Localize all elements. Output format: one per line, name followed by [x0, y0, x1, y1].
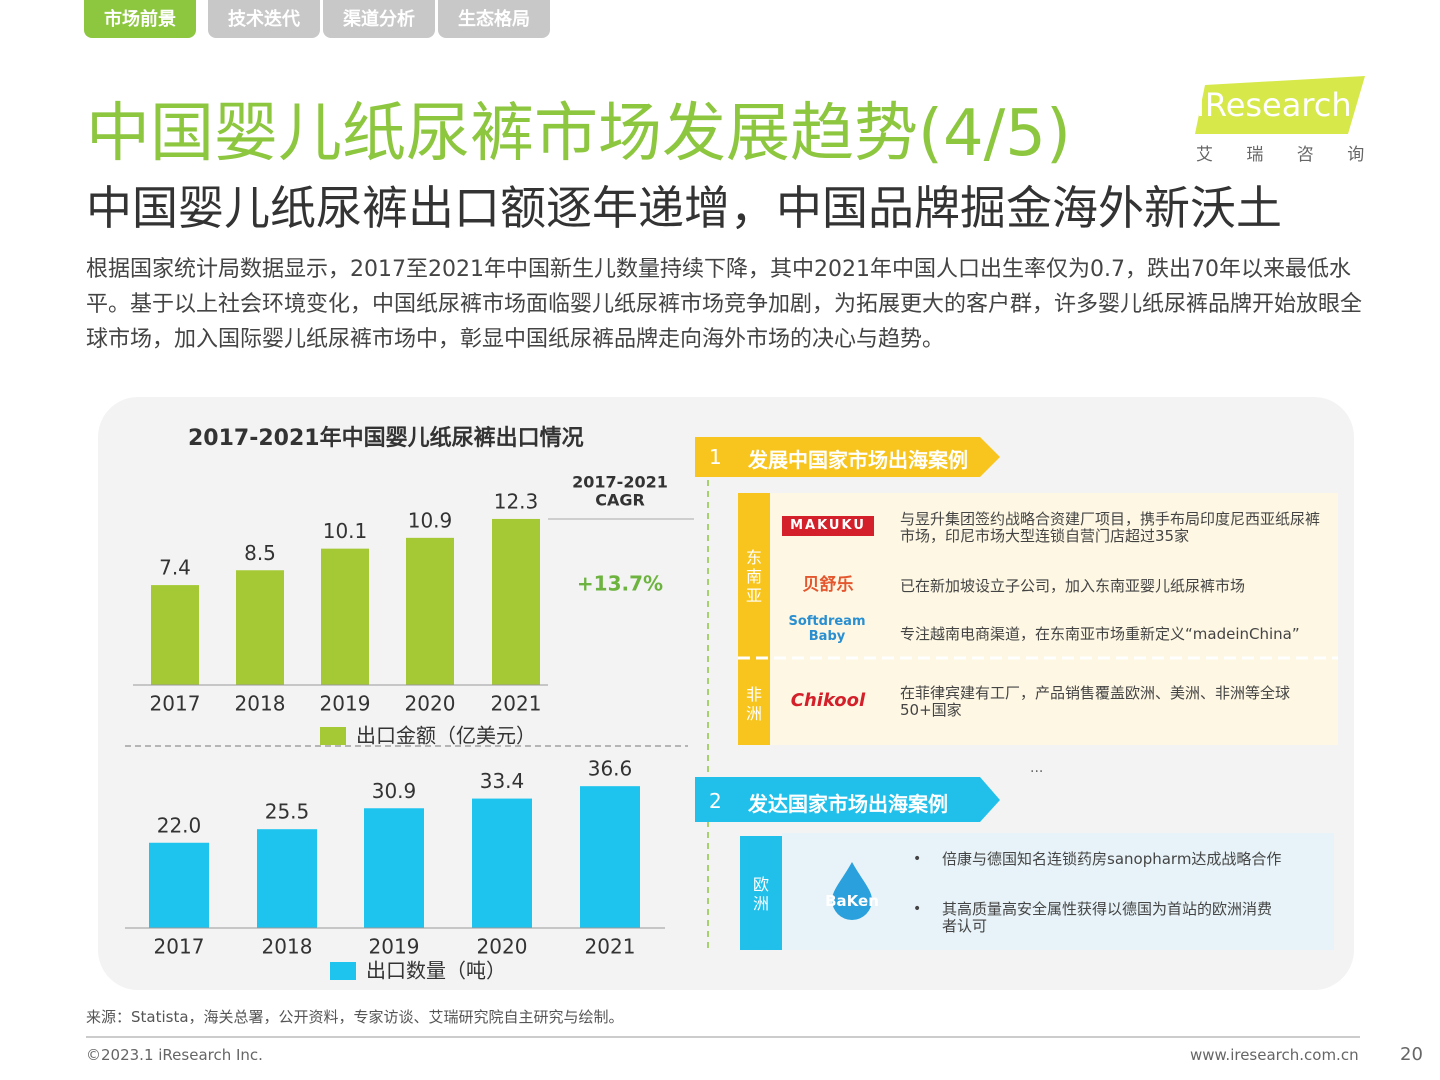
tab[interactable]: 技术迭代	[208, 0, 320, 38]
brand: 贝舒乐	[802, 575, 854, 595]
case-text: 专注越南电商渠道，在东南亚市场重新定义“madeinChina”	[900, 625, 1300, 643]
cagr-value: +13.7%	[577, 572, 663, 596]
value-label: 30.9	[372, 779, 417, 803]
region-name: 非洲	[745, 685, 762, 723]
tab[interactable]: 生态格局	[438, 0, 550, 38]
region-strip	[740, 836, 782, 950]
x-tick-label: 2019	[320, 692, 371, 716]
section-number: 1	[709, 445, 722, 469]
section-tag	[695, 777, 1000, 822]
value-label: 33.4	[480, 769, 525, 793]
x-tick-label: 2017	[150, 692, 201, 716]
bullet: •	[913, 901, 922, 917]
section-tag	[695, 437, 1000, 477]
x-tick-label: 2017	[154, 935, 205, 959]
bar	[151, 585, 199, 685]
x-tick-label: 2018	[235, 692, 286, 716]
case-text: 在菲律宾建有工厂，产品销售覆盖欧洲、美洲、非洲等全球50+国家	[900, 684, 1291, 719]
subtitle: 中国婴儿纸尿裤出口额逐年递增，中国品牌掘金海外新沃土	[86, 181, 1282, 235]
case-text: 已在新加坡设立子公司，加入东南亚婴儿纸尿裤市场	[900, 577, 1246, 595]
bar	[472, 798, 532, 928]
bar	[236, 570, 284, 685]
region-strip	[738, 493, 770, 745]
logo-bg	[1195, 76, 1365, 134]
value-label: 36.6	[588, 757, 633, 781]
region-name: 东南亚	[745, 548, 762, 605]
baken-logo	[832, 862, 872, 920]
bullet: •	[913, 851, 922, 867]
paragraph: 根据国家统计局数据显示，2017至2021年中国新生儿数量持续下降，其中2021…	[86, 257, 1363, 352]
brand: Chikool	[790, 690, 866, 711]
legend-swatch	[320, 727, 346, 745]
value-label: 22.0	[157, 813, 202, 837]
region-name: 欧洲	[752, 875, 769, 913]
bar	[149, 842, 209, 928]
bar	[580, 786, 640, 928]
legend-label: 出口数量（吨）	[366, 959, 506, 983]
cagr-title: CAGR	[595, 491, 645, 510]
section-title: 发展中国家市场出海案例	[748, 448, 968, 472]
bar	[257, 829, 317, 928]
value-label: 7.4	[159, 556, 191, 580]
brand: Softdream Baby	[788, 614, 866, 644]
website: www.iresearch.com.cn	[1190, 1046, 1359, 1064]
x-tick-label: 2020	[405, 692, 456, 716]
x-tick-label: 2018	[262, 935, 313, 959]
copyright: ©2023.1 iResearch Inc.	[86, 1046, 263, 1064]
bar	[364, 808, 424, 928]
source: 来源：Statista，海关总署，公开资料，专家访谈、艾瑞研究院自主研究与绘制。	[86, 1008, 624, 1026]
cagr-title: 2017-2021	[572, 473, 668, 492]
chart-title: 2017-2021年中国婴儿纸尿裤出口情况	[188, 426, 584, 451]
x-tick-label: 2021	[585, 935, 636, 959]
tab[interactable]: 市场前景	[84, 0, 196, 38]
case-box	[782, 833, 1334, 950]
case-text: 与昱升集团签约战略合资建厂项目，携手布局印度尼西亚纸尿裤市场，印尼市场大型连锁自…	[900, 510, 1321, 545]
legend-label: 出口金额（亿美元）	[356, 724, 536, 748]
tab[interactable]: 渠道分析	[323, 0, 435, 38]
x-tick-label: 2019	[369, 935, 420, 959]
value-label: 12.3	[494, 489, 539, 513]
logo-name: iResearch	[1196, 86, 1352, 124]
case-text: 倍康与德国知名连锁药房sanopharm达成战略合作	[942, 850, 1282, 868]
bar	[406, 537, 454, 685]
page-number: 20	[1400, 1044, 1423, 1065]
logo-cn: 艾 瑞 咨 询	[1196, 145, 1379, 165]
more: ...	[1030, 760, 1044, 776]
bar	[492, 518, 540, 685]
x-tick-label: 2021	[491, 692, 542, 716]
title: 中国婴儿纸尿裤市场发展趋势(4/5)	[86, 97, 1071, 171]
legend-swatch	[330, 962, 356, 980]
value-label: 8.5	[244, 541, 276, 565]
value-label: 10.1	[323, 519, 368, 543]
bar	[321, 548, 369, 685]
case-text: 其高质量高安全属性获得以德国为首站的欧洲消费者认可	[942, 900, 1273, 935]
brand: BaKen	[825, 892, 879, 910]
section-number: 2	[709, 789, 722, 813]
brand: MAKUKU	[782, 516, 874, 536]
value-label: 10.9	[408, 508, 453, 532]
x-tick-label: 2020	[477, 935, 528, 959]
section-title: 发达国家市场出海案例	[748, 792, 948, 816]
value-label: 25.5	[265, 800, 310, 824]
